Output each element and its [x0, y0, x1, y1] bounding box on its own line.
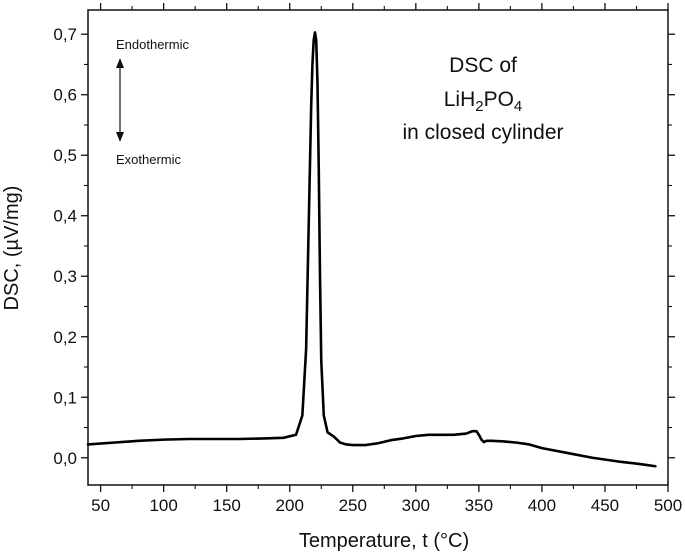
x-tick-label: 500	[654, 496, 682, 515]
y-tick-label: 0,7	[53, 25, 77, 44]
formula-po: PO	[484, 88, 514, 111]
formula-subscript-2: 2	[475, 98, 483, 115]
x-tick-label: 200	[276, 496, 304, 515]
x-tick-label: 150	[213, 496, 241, 515]
endothermic-label: Endothermic	[116, 37, 189, 52]
exothermic-label: Exothermic	[116, 152, 182, 167]
x-tick-label: 450	[591, 496, 619, 515]
double-arrow-icon	[116, 58, 124, 142]
title-line-2: LiH2PO4	[444, 88, 523, 115]
title-line-3: in closed cylinder	[402, 121, 563, 144]
y-tick-label: 0,6	[53, 86, 77, 105]
title-line-1: DSC of	[449, 54, 517, 77]
x-axis-label: Temperature, t (°C)	[299, 530, 469, 552]
formula-li-h: LiH	[444, 88, 476, 111]
dsc-curve-line	[86, 31, 657, 468]
y-tick-label: 0,0	[53, 449, 77, 468]
y-tick-label: 0,4	[53, 207, 77, 226]
x-tick-label: 300	[402, 496, 430, 515]
x-tick-label: 350	[465, 496, 493, 515]
x-tick-label: 250	[339, 496, 367, 515]
x-tick-label: 50	[91, 496, 110, 515]
y-tick-label: 0,5	[53, 146, 77, 165]
y-axis-ticks: 0,0 0,1 0,2 0,3 0,4 0,5 0,6 0,7	[53, 25, 675, 468]
y-tick-label: 0,2	[53, 328, 77, 347]
plot-frame	[87, 9, 669, 486]
x-tick-label: 400	[528, 496, 556, 515]
y-tick-label: 0,3	[53, 267, 77, 286]
y-axis-label: DSC, (µV/mg)	[1, 186, 23, 311]
x-axis-ticks: 50 100 150 200 250 300 350 400 450 500	[91, 3, 682, 515]
y-tick-label: 0,1	[53, 388, 77, 407]
formula-subscript-4: 4	[514, 98, 522, 115]
x-tick-label: 100	[149, 496, 177, 515]
